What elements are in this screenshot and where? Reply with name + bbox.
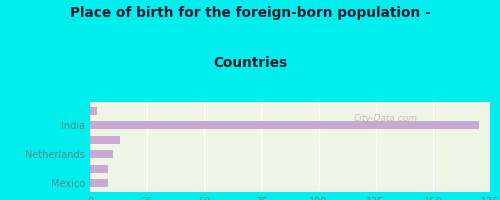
Bar <box>90 165 108 173</box>
Text: City-Data.com: City-Data.com <box>354 114 418 123</box>
Text: Place of birth for the foreign-born population -: Place of birth for the foreign-born popu… <box>70 6 430 20</box>
Bar <box>90 179 108 187</box>
Bar <box>90 136 120 144</box>
Bar <box>90 107 97 115</box>
Text: Countries: Countries <box>213 56 287 70</box>
Bar <box>90 121 478 129</box>
Bar <box>90 150 113 158</box>
